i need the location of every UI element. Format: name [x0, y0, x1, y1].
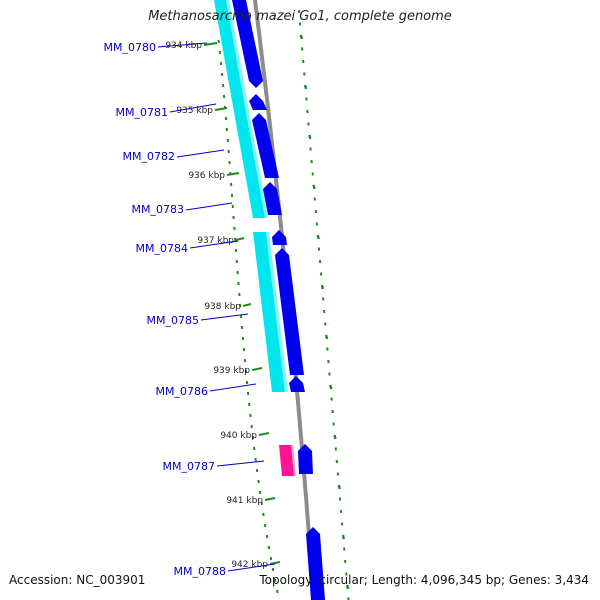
genome-title: Methanosarcina mazei Go1, complete genom… — [148, 9, 452, 24]
major-tick — [251, 367, 263, 371]
rna-feature — [253, 232, 285, 392]
gene-label-leader — [185, 202, 233, 211]
feature-tracks — [214, 0, 325, 600]
cds-feature — [275, 248, 304, 375]
tick-label: 941 kbp — [226, 496, 263, 506]
special-gene-edge — [291, 445, 296, 476]
major-tick — [258, 432, 270, 436]
major-tick — [235, 237, 245, 241]
gene-label: MM_0780 — [104, 41, 156, 54]
outer-ring-tick — [345, 584, 350, 590]
cds-feature — [272, 230, 287, 245]
cds-feature — [263, 182, 282, 215]
cds-feature — [306, 527, 325, 600]
tick-label: 938 kbp — [204, 302, 241, 312]
major-tick — [242, 303, 252, 307]
cds-feature — [298, 444, 313, 474]
tick-label: 935 kbp — [176, 106, 213, 116]
gene-label-leader — [209, 383, 257, 392]
major-tick — [203, 42, 218, 46]
gene-label: MM_0781 — [116, 106, 168, 119]
gene-label: MM_0787 — [163, 460, 215, 473]
gene-label: MM_0785 — [147, 314, 199, 327]
gene-label: MM_0786 — [156, 385, 208, 398]
outer-ring-tick — [341, 534, 346, 540]
tick-label: 936 kbp — [188, 171, 225, 181]
outer-ring-tick — [312, 184, 316, 190]
ruler-ticks: 934 kbp 935 kbp 936 kbp 937 kbp 938 kbp 939 k… — [165, 9, 350, 600]
cds-feature — [232, 0, 263, 88]
outer-ring-tick — [333, 434, 337, 440]
rna-feature-edge — [226, 0, 268, 218]
outer-ring-tick — [324, 334, 329, 340]
outer-ring-tick — [320, 284, 325, 290]
gene-label-leader — [176, 149, 225, 158]
rna-feature — [214, 0, 265, 218]
gene-label: MM_0783 — [132, 203, 184, 216]
major-tick — [214, 107, 228, 111]
cds-feature — [252, 113, 279, 178]
genome-summary-text: Topology: circular; Length: 4,096,345 bp… — [259, 573, 589, 587]
gene-label-leader — [227, 563, 276, 572]
rna-feature-edge — [266, 232, 288, 392]
gene-label: MM_0784 — [136, 242, 188, 255]
outer-ring-tick — [308, 134, 312, 140]
major-tick — [269, 561, 281, 565]
outer-ring-tick — [337, 484, 341, 490]
outer-ring-tick — [329, 384, 333, 390]
outer-ring-tick — [303, 84, 308, 90]
gene-label: MM_0782 — [123, 150, 175, 163]
gene-label-leader — [189, 240, 239, 249]
gene-labels: MM_0780 MM_0781 MM_0782 MM_0783 MM_0784 MM_07… — [104, 41, 276, 578]
major-tick — [226, 172, 240, 176]
outer-ring-tick — [299, 34, 304, 40]
tick-label: 937 kbp — [197, 236, 234, 246]
gene-label-leader — [200, 313, 249, 321]
cds-feature — [289, 376, 305, 392]
major-tick — [264, 497, 276, 501]
tick-label: 942 kbp — [231, 560, 268, 570]
cds-feature — [249, 94, 267, 110]
gene-label-leader — [169, 103, 217, 113]
outer-ring-tick — [316, 234, 320, 240]
special-gene-feature — [279, 445, 295, 476]
gene-label-leader — [157, 42, 208, 48]
tick-label: 934 kbp — [165, 41, 202, 51]
accession-text: Accession: NC_003901 — [9, 573, 146, 587]
tick-label: 939 kbp — [213, 366, 250, 376]
gene-label-leader — [216, 460, 265, 467]
gene-label: MM_0788 — [174, 565, 226, 578]
tick-label: 940 kbp — [220, 431, 257, 441]
